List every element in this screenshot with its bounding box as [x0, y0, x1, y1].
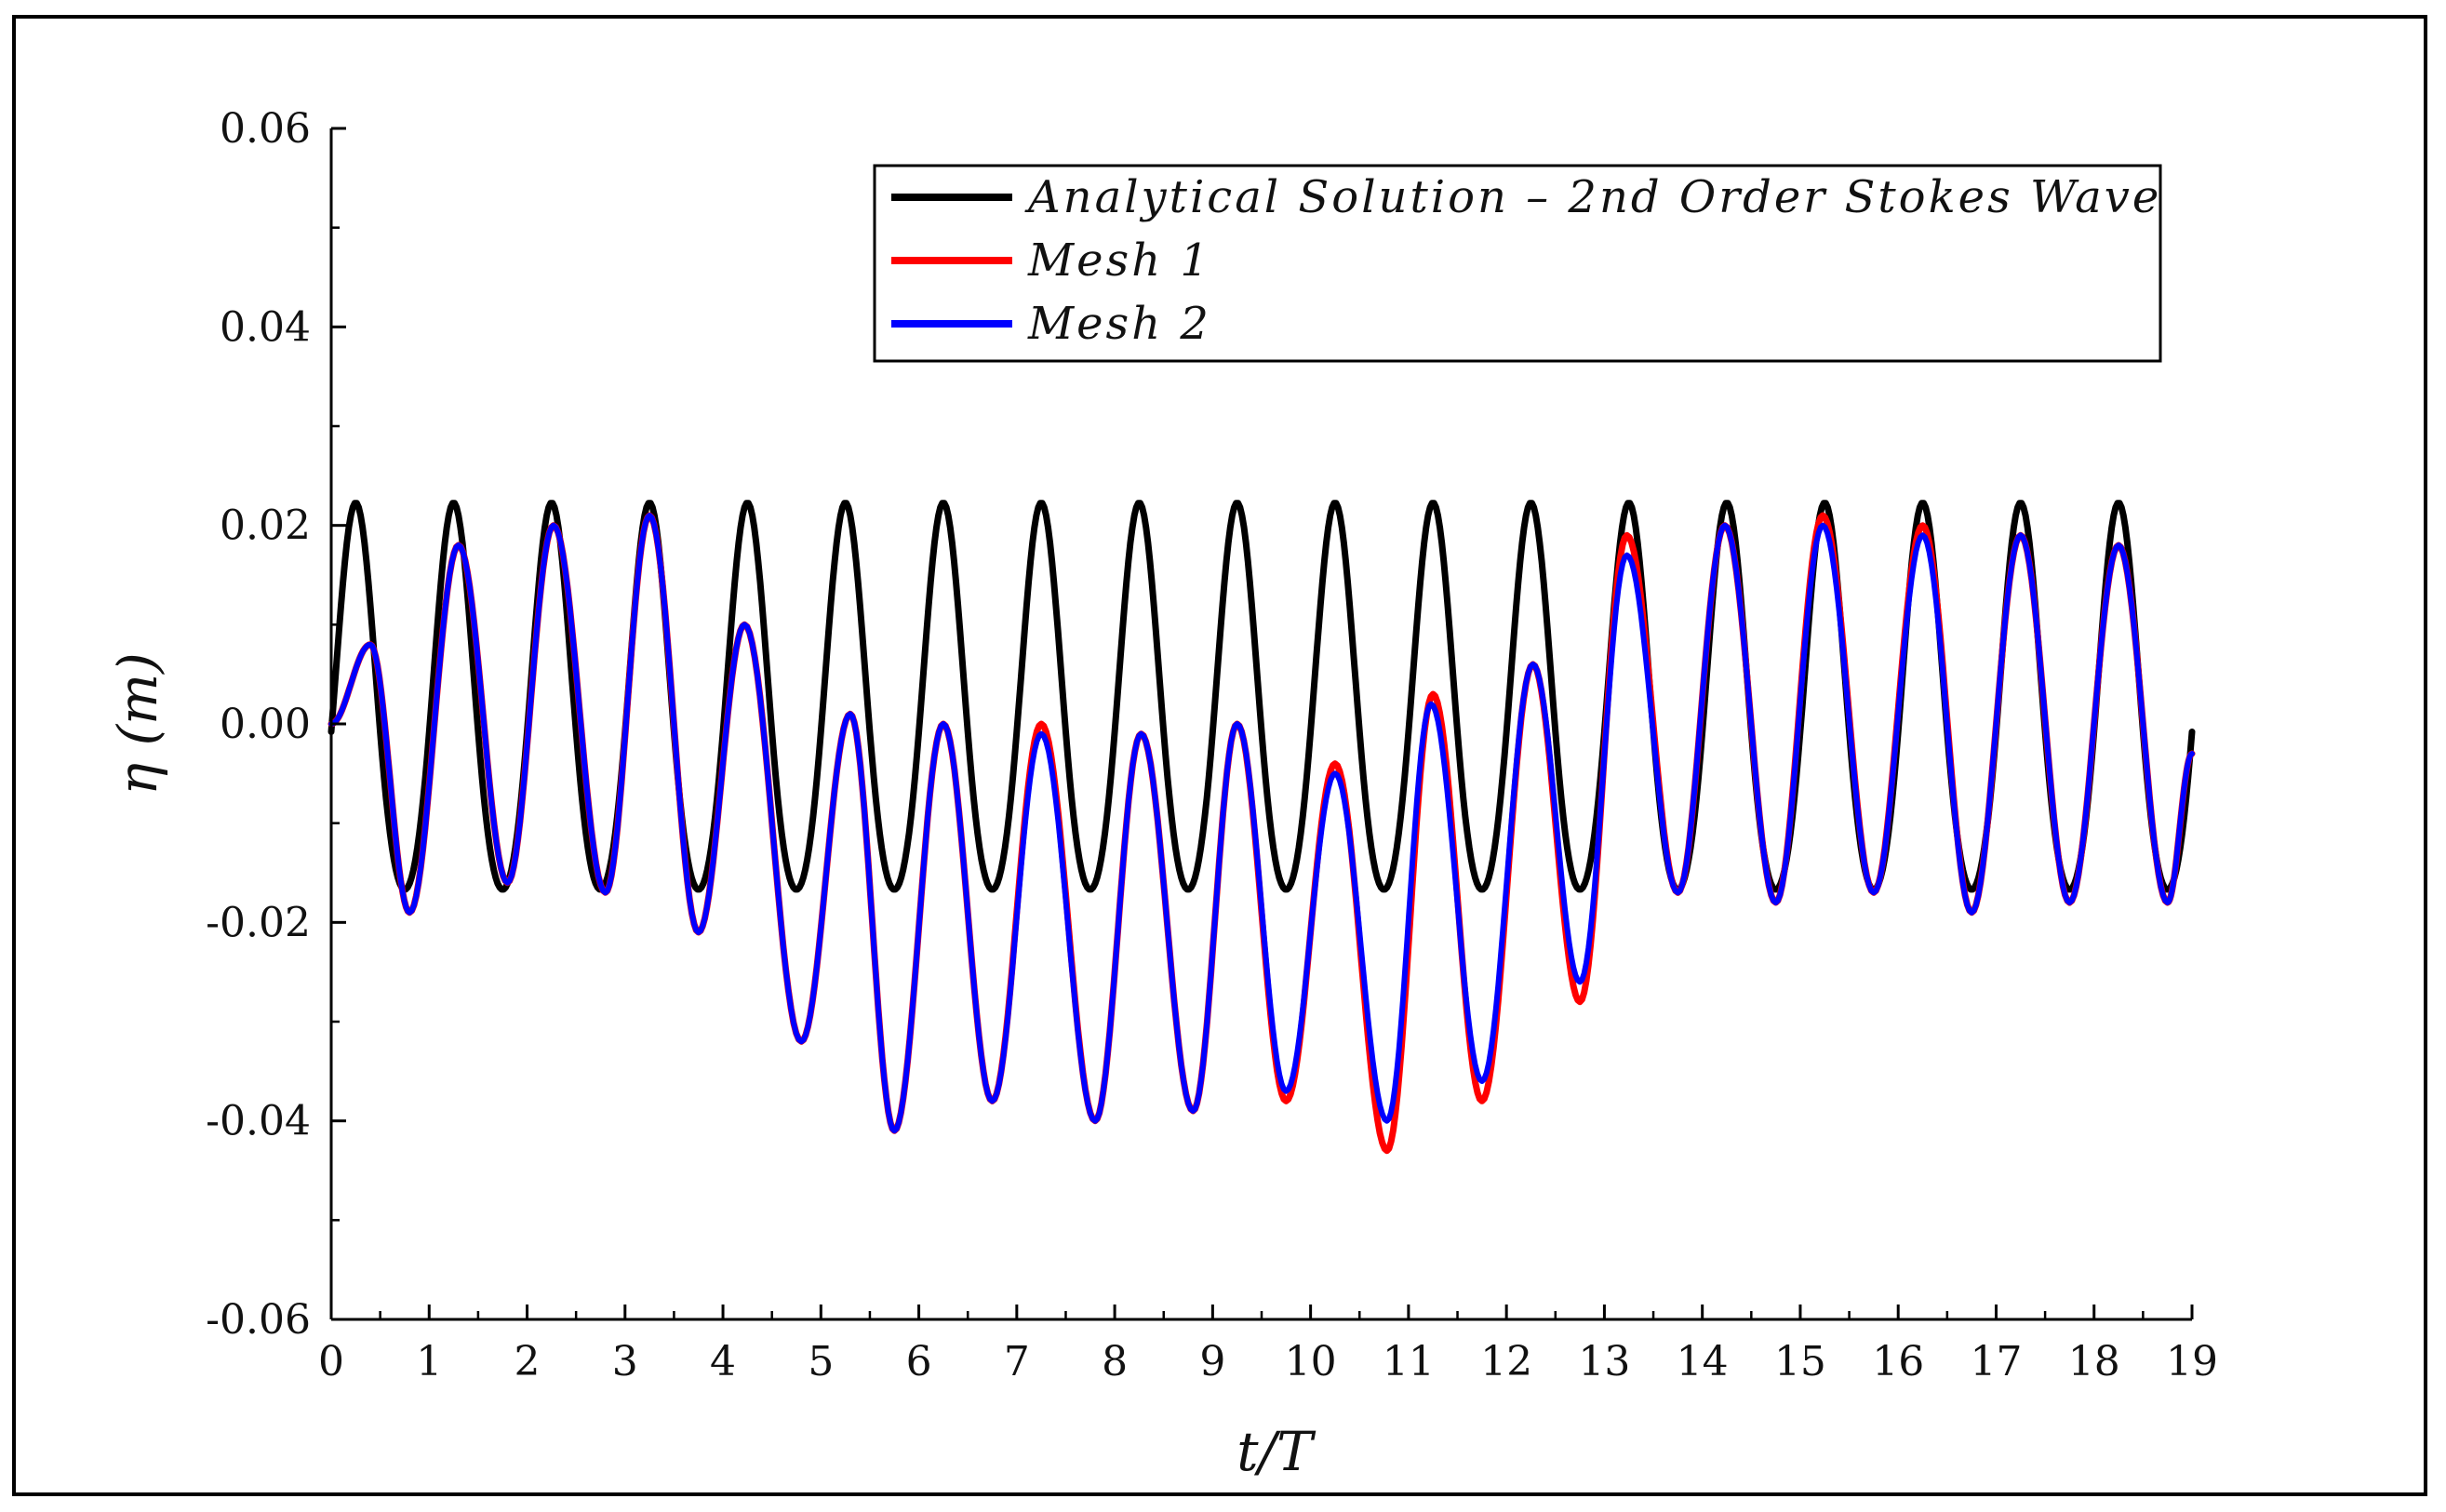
- x-tick-label: 13: [1578, 1338, 1630, 1385]
- x-tick-label: 3: [612, 1338, 638, 1385]
- x-tick-label: 4: [710, 1338, 736, 1385]
- y-tick-label: -0.02: [206, 899, 311, 946]
- x-tick-label: 16: [1872, 1338, 1924, 1385]
- x-tick-label: 5: [808, 1338, 834, 1385]
- x-tick-label: 14: [1677, 1338, 1729, 1385]
- y-tick-label: 0.04: [220, 303, 311, 351]
- series-layer: [327, 500, 2196, 1155]
- y-ticks: 0.06 0.04 0.02 0.00 -0.02 -0.04 -0.06: [206, 105, 346, 1344]
- y-tick-label: -0.04: [206, 1098, 311, 1145]
- legend-label: Analytical Solution – 2nd Order Stokes W…: [1024, 171, 2161, 223]
- x-tick-label: 9: [1199, 1338, 1225, 1385]
- series-line-3: [328, 513, 2195, 1134]
- y-tick-label: -0.06: [206, 1296, 311, 1344]
- y-tick-label: 0.02: [220, 502, 311, 550]
- x-tick-label: 11: [1383, 1338, 1435, 1385]
- y-tick-label: 0.00: [220, 701, 311, 748]
- y-axis-title: η (m): [106, 652, 169, 795]
- x-tick-label: 15: [1774, 1338, 1826, 1385]
- x-ticks: 0 1 2 3 4 5 6 7 8 9 10 11 12 13 14 15 16 17 18 19: [318, 1305, 2218, 1385]
- x-tick-label: 8: [1102, 1338, 1128, 1385]
- x-tick-label: 6: [906, 1338, 932, 1385]
- legend-box: [873, 164, 2162, 363]
- x-tick-label: 19: [2166, 1338, 2218, 1385]
- x-tick-label: 2: [515, 1338, 541, 1385]
- x-tick-label: 7: [1004, 1338, 1030, 1385]
- x-tick-label: 10: [1285, 1338, 1337, 1385]
- x-tick-label: 17: [1970, 1338, 2022, 1385]
- x-tick-label: 0: [318, 1338, 344, 1385]
- x-tick-label: 1: [416, 1338, 442, 1385]
- legend-label: Mesh 1: [1027, 234, 1211, 287]
- x-tick-label: 12: [1480, 1338, 1532, 1385]
- legend: Analytical Solution – 2nd Order Stokes W…: [873, 164, 2162, 363]
- x-axis-title: t/T: [1236, 1420, 1317, 1483]
- legend-label: Mesh 2: [1027, 298, 1211, 350]
- y-tick-label: 0.06: [220, 105, 311, 153]
- x-tick-label: 18: [2068, 1338, 2120, 1385]
